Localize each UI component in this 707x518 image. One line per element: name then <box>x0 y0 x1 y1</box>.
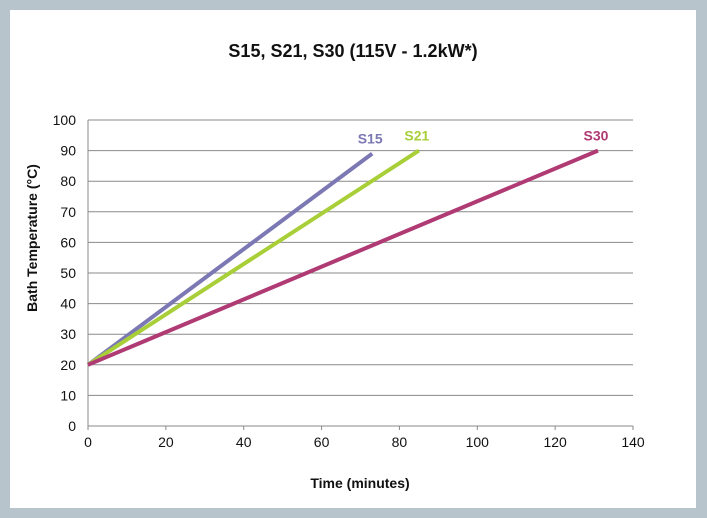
x-tick-label: 20 <box>158 434 174 450</box>
y-tick-label: 80 <box>60 173 76 189</box>
series-labels: S15 S21 S30 <box>358 128 609 147</box>
series-label-s30: S30 <box>584 128 609 144</box>
series-lines <box>86 148 599 367</box>
y-tick-label: 40 <box>60 296 76 312</box>
series-line-s30 <box>87 148 599 367</box>
series-line-s15 <box>86 152 374 367</box>
chart-panel <box>10 10 696 508</box>
x-tick-label: 120 <box>543 434 567 450</box>
y-tick-label: 100 <box>53 112 77 128</box>
x-axis-title: Time (minutes) <box>310 475 409 491</box>
series-label-s21: S21 <box>404 128 429 144</box>
y-tick-labels: 0 10 20 30 40 50 60 70 80 90 100 <box>53 112 77 434</box>
y-tick-label: 70 <box>60 204 76 220</box>
y-tick-label: 30 <box>60 326 76 342</box>
x-tick-label: 60 <box>314 434 330 450</box>
y-tick-label: 60 <box>60 234 76 250</box>
y-tick-label: 10 <box>60 387 76 403</box>
axes <box>87 120 634 430</box>
x-tick-labels: 0 20 40 60 80 100 120 140 <box>84 434 645 450</box>
y-tick-label: 90 <box>60 143 76 159</box>
y-tick-label: 50 <box>60 265 76 281</box>
chart-title: S15, S21, S30 (115V - 1.2kW*) <box>228 41 477 61</box>
grid-lines <box>88 119 633 396</box>
series-line-s21 <box>86 148 420 367</box>
x-tick-label: 80 <box>392 434 408 450</box>
series-label-s15: S15 <box>358 131 383 147</box>
x-tick-label: 140 <box>621 434 645 450</box>
x-tick-label: 0 <box>84 434 92 450</box>
y-tick-label: 0 <box>68 418 76 434</box>
y-axis-title: Bath Temperature (°C) <box>24 164 40 312</box>
y-tick-label: 20 <box>60 357 76 373</box>
x-tick-label: 100 <box>466 434 490 450</box>
x-tick-label: 40 <box>236 434 252 450</box>
